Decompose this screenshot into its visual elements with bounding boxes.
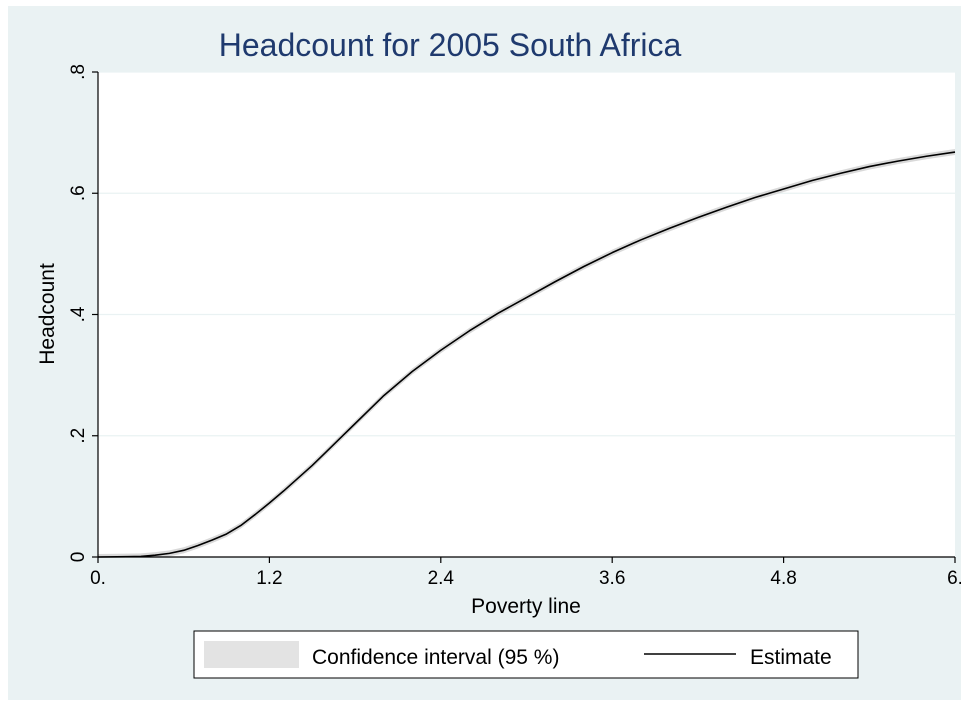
x-axis-label: Poverty line [471, 595, 581, 618]
chart-canvas: Headcount for 2005 South Africa 0. 1.2 2.4… [8, 6, 963, 700]
x-tick-label: 3.6 [599, 568, 625, 589]
legend-estimate-label: Estimate [750, 646, 832, 669]
legend-ci-swatch [204, 641, 299, 668]
y-axis-label: Headcount [36, 263, 59, 365]
x-tick-label: 1.2 [256, 568, 282, 589]
y-tick-label: .6 [68, 185, 89, 201]
legend-box [193, 630, 859, 679]
y-tick-label: .2 [68, 428, 89, 444]
y-tick-label: .4 [68, 306, 89, 322]
x-tick-label: 4.8 [770, 568, 796, 589]
y-tick-label: 0 [68, 552, 89, 563]
estimate-line [97, 151, 956, 558]
x-axis-ticks: 0. 1.2 2.4 3.6 4.8 6. [90, 557, 963, 589]
chart-title: Headcount for 2005 South Africa [219, 27, 682, 63]
legend: Confidence interval (95 %) Estimate [193, 630, 859, 679]
headcount-chart: Headcount for 2005 South Africa 0. 1.2 2.4… [36, 27, 963, 679]
x-tick-label: 0. [90, 568, 106, 589]
x-tick-label: 2.4 [428, 568, 455, 589]
legend-ci-label: Confidence interval (95 %) [312, 646, 559, 669]
y-tick-label: .8 [68, 64, 89, 80]
estimate-line-layer [97, 151, 956, 558]
x-tick-label: 6. [947, 568, 961, 589]
gridlines [98, 71, 955, 437]
y-axis-ticks: 0 .2 .4 .6 .8 [68, 64, 98, 562]
